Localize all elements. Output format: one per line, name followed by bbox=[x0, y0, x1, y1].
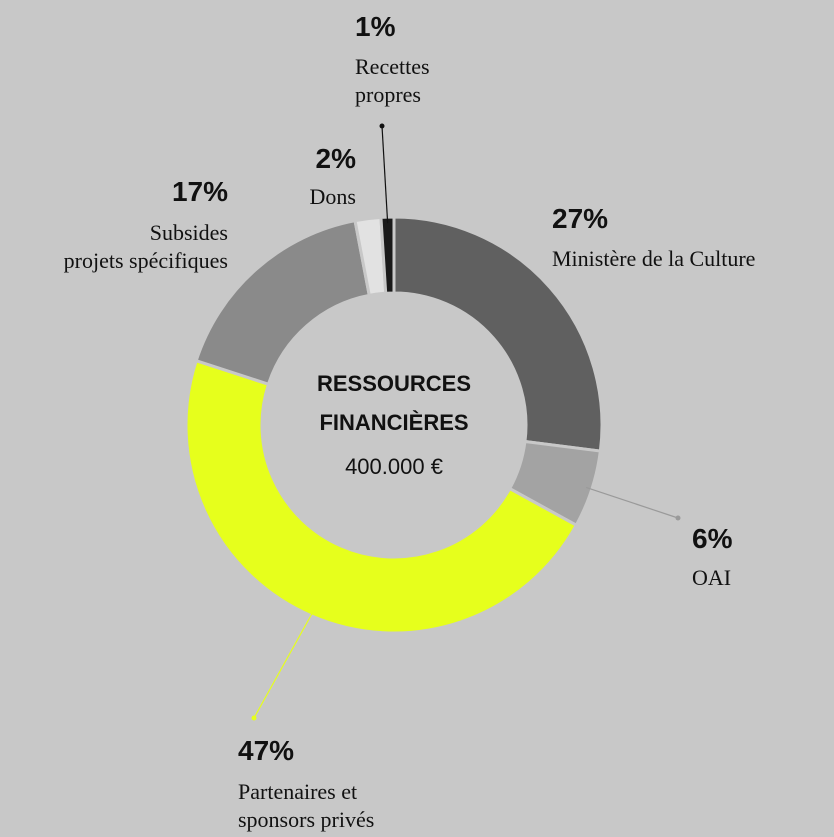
slice-recettes bbox=[379, 215, 396, 295]
slice-partenaires bbox=[184, 359, 578, 635]
center-total-value: 400.000 € bbox=[345, 454, 443, 479]
chart-center: RESSOURCES FINANCIÈRES 400.000 € bbox=[317, 371, 471, 479]
slice-label-oai: OAI bbox=[692, 565, 731, 590]
label-dons: 2% Dons bbox=[310, 143, 357, 209]
center-title-line2: FINANCIÈRES bbox=[319, 410, 468, 435]
slice-label-subsides-line2: projets spécifiques bbox=[64, 248, 228, 273]
pct-label-partenaires: 47% bbox=[238, 735, 294, 766]
pct-label-subsides: 17% bbox=[172, 176, 228, 207]
donut-slices bbox=[184, 215, 604, 635]
slice-label-ministere: Ministère de la Culture bbox=[552, 246, 755, 271]
pct-label-dons: 2% bbox=[316, 143, 357, 174]
slice-label-recettes-line1: Recettes bbox=[355, 54, 430, 79]
slice-ministere bbox=[392, 215, 604, 453]
label-ministere: 27% Ministère de la Culture bbox=[552, 203, 755, 271]
label-recettes: 1% Recettes propres bbox=[355, 11, 430, 107]
slice-label-subsides-line1: Subsides bbox=[150, 220, 228, 245]
pct-label-ministere: 27% bbox=[552, 203, 608, 234]
leader-lines bbox=[251, 123, 681, 721]
leader-dot-oai bbox=[675, 515, 681, 521]
label-oai: 6% OAI bbox=[692, 523, 733, 590]
slice-label-dons: Dons bbox=[310, 184, 356, 209]
pct-label-recettes: 1% bbox=[355, 11, 396, 42]
leader-dot-recettes bbox=[379, 123, 385, 129]
pct-label-oai: 6% bbox=[692, 523, 733, 554]
slice-label-partenaires-line1: Partenaires et bbox=[238, 779, 357, 804]
leader-line-oai bbox=[585, 486, 679, 519]
leader-line-partenaires bbox=[253, 610, 315, 719]
slice-subsides bbox=[194, 219, 371, 386]
leader-line-recettes bbox=[381, 125, 389, 224]
slice-label-recettes-line2: propres bbox=[355, 82, 421, 107]
label-partenaires: 47% Partenaires et sponsors privés bbox=[238, 735, 374, 832]
center-title-line1: RESSOURCES bbox=[317, 371, 471, 396]
slice-label-partenaires-line2: sponsors privés bbox=[238, 807, 374, 832]
label-subsides: 17% Subsides projets spécifiques bbox=[64, 176, 228, 273]
leader-dot-partenaires bbox=[251, 715, 257, 721]
